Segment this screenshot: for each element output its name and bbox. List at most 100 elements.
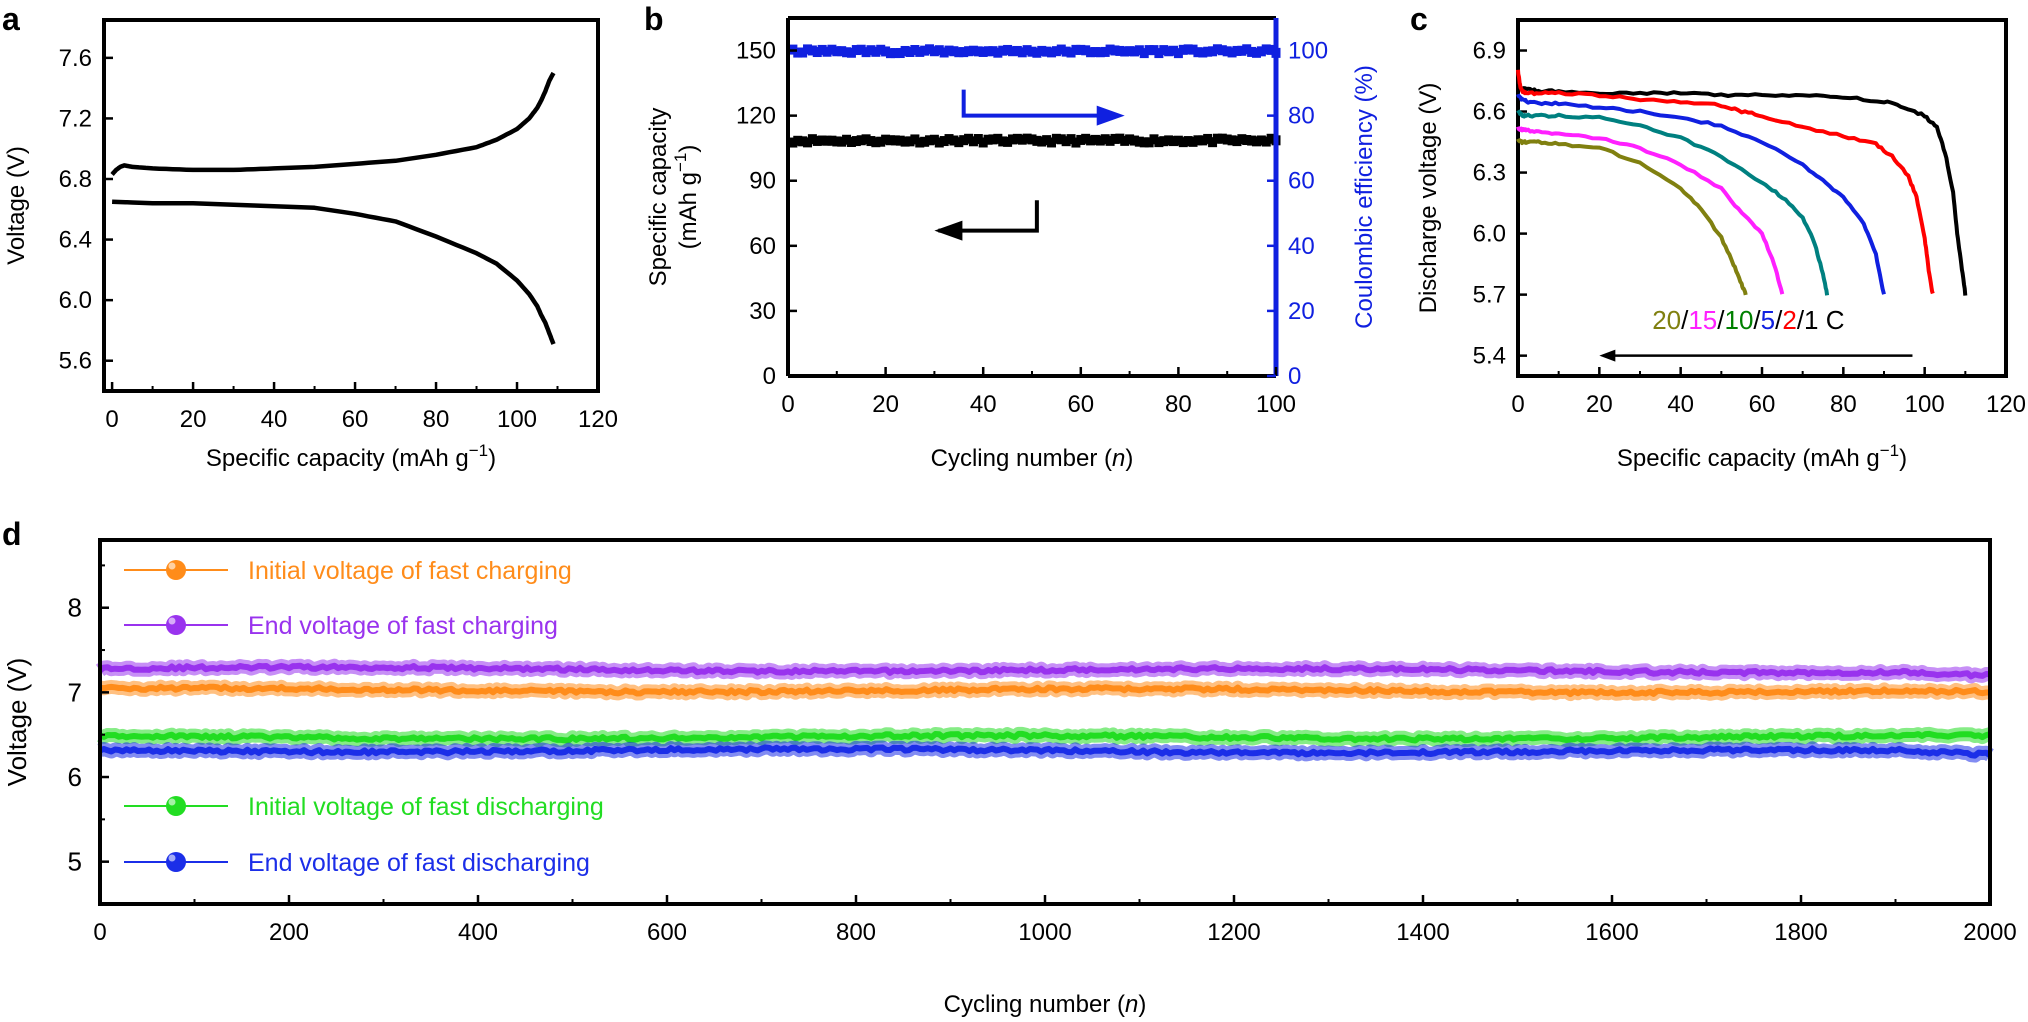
panel-b-point-capacity — [1188, 136, 1198, 147]
panel-b-point-capacity — [798, 136, 808, 147]
panel-c-rate-7: / — [1775, 305, 1783, 335]
panel-b-xlabel-text: Cycling number ( — [931, 445, 1112, 472]
panel-b-point-ce — [1212, 44, 1222, 55]
panel-c-xtick-label: 80 — [1830, 391, 1857, 418]
panel-b-point-capacity — [1217, 133, 1227, 144]
panel-d-legend-marker-0 — [166, 560, 186, 580]
panel-b-point-capacity — [1149, 134, 1159, 145]
panel-b-point-ce — [822, 46, 832, 57]
panel-b-point-ce — [1076, 44, 1086, 55]
panel-b-point-ce — [890, 48, 900, 59]
panel-b-point-capacity — [1081, 133, 1091, 144]
panel-b-point-ce — [1227, 47, 1237, 58]
panel-b-point-ce — [939, 47, 949, 58]
panel-a-chart: 0 20 40 60 80 100 120 5.6 6.0 6.4 6.8 7.2 7.6 Specifi… — [3, 18, 618, 472]
panel-b-point-capacity — [1125, 134, 1135, 145]
panel-b-point-ce — [807, 45, 817, 56]
panel-b-point-ce — [1154, 48, 1164, 59]
panel-c-ytick-label: 6.0 — [1473, 221, 1506, 248]
panel-c-xtick-label: 40 — [1667, 391, 1694, 418]
panel-b-point-capacity — [988, 134, 998, 145]
panel-a-xtick-label: 60 — [342, 406, 369, 433]
panel-b-point-capacity — [1134, 136, 1144, 147]
panel-b-point-ce — [915, 46, 925, 57]
panel-b-point-ce — [1037, 45, 1047, 56]
panel-b-point-capacity — [846, 136, 856, 147]
panel-b-point-capacity — [905, 136, 915, 147]
panel-d-line-3 — [98, 744, 1992, 759]
panel-b-point-ce — [871, 46, 881, 57]
panel-b-point-capacity — [1164, 135, 1174, 146]
panel-b-ytick-label: 150 — [736, 38, 776, 65]
panel-a-ytick-label: 6.0 — [59, 287, 92, 314]
panel-b-point-ce — [1012, 45, 1022, 56]
panel-b-point-ce — [993, 47, 1003, 58]
panel-b-point-capacity — [920, 136, 930, 147]
panel-b-point-capacity — [1183, 136, 1193, 147]
panel-b-point-capacity — [983, 134, 993, 145]
panel-b-point-ce — [929, 46, 939, 57]
panel-b-point-ce — [1042, 46, 1052, 57]
panel-b-point-capacity — [910, 134, 920, 145]
panel-c-rate-0: 20 — [1652, 305, 1681, 335]
panel-c-xlabel-superscript: −1 — [1880, 441, 1899, 460]
panel-b-xtick-label: 80 — [1165, 391, 1192, 418]
panel-c-line-20C — [1516, 138, 1748, 296]
panel-b-point-capacity — [959, 135, 969, 146]
panel-b-point-ce — [1061, 46, 1071, 57]
panel-b-xlabel: Cycling number (n) — [931, 445, 1134, 472]
panel-b-point-capacity — [881, 134, 891, 145]
panel-c-xtick-label: 100 — [1905, 391, 1945, 418]
panel-d-chart: 0 200 400 600 800 1000 1200 1400 1600 1800 2000 5 6 7… — [2, 538, 2017, 1018]
panel-b-point-ce — [1047, 47, 1057, 58]
panel-b-point-capacity — [1144, 137, 1154, 148]
panel-d-ytick-label: 6 — [68, 762, 82, 792]
panel-b-point-capacity — [964, 133, 974, 144]
panel-b-point-ce — [837, 46, 847, 57]
panel-c-rate-label: 20/15/10/5/2/1 C — [1652, 305, 1844, 335]
panel-c-line-15C — [1516, 126, 1785, 295]
panel-d-legend-label-0: Initial voltage of fast charging — [248, 557, 572, 585]
panel-b-point-capacity — [793, 135, 803, 146]
panel-b-ylabel-line1: Specific capacity — [645, 108, 672, 287]
panel-a-ytick-label: 5.6 — [59, 348, 92, 375]
panel-b-point-capacity — [1242, 135, 1252, 146]
panel-b-point-ce — [920, 45, 930, 56]
panel-b-point-capacity — [1169, 136, 1179, 147]
panel-b-point-capacity — [944, 134, 954, 145]
panel-c-rate-1: / — [1681, 305, 1689, 335]
panel-b-point-ce — [998, 45, 1008, 56]
panel-b-point-capacity — [1027, 134, 1037, 145]
panel-b-point-ce — [827, 44, 837, 55]
panel-b-point-ce — [1056, 44, 1066, 55]
panel-b-point-capacity — [1047, 137, 1057, 148]
panel-c-ytick-label: 5.7 — [1473, 282, 1506, 309]
panel-b-point-capacity — [1017, 134, 1027, 145]
panel-a-xlabel: Specific capacity (mAh g−1) — [206, 441, 496, 472]
panel-d-line-1 — [99, 683, 1990, 698]
panel-b-point-ce — [1003, 44, 1013, 55]
panel-b-point-ce — [1032, 47, 1042, 58]
panel-b-point-capacity — [993, 133, 1003, 144]
panel-b-point-capacity — [1066, 134, 1076, 145]
panel-b-point-capacity — [1208, 137, 1218, 148]
panel-b-point-capacity — [968, 136, 978, 147]
panel-b-point-ce — [1232, 45, 1242, 56]
panel-b-point-ce — [1251, 47, 1261, 58]
panel-b-point-ce — [959, 47, 969, 58]
panel-b-point-ce — [1237, 45, 1247, 56]
panel-b-point-ce — [856, 44, 866, 55]
panel-d-xtick-label: 1200 — [1207, 919, 1260, 946]
panel-b-point-ce — [910, 44, 920, 55]
panel-d-legend-marker-1 — [166, 615, 186, 635]
panel-d-xlabel: Cycling number (n) — [944, 991, 1147, 1018]
panel-b-point-ce — [983, 46, 993, 57]
panel-b-xlabel-italic: n — [1112, 445, 1125, 472]
panel-b-point-capacity — [1139, 137, 1149, 148]
panel-label-a: a — [2, 1, 20, 37]
panel-b-point-ce — [1120, 46, 1130, 57]
panel-b-ytick-label: 0 — [763, 363, 776, 390]
panel-b-point-ce — [885, 48, 895, 59]
panel-b-ytick-label: 120 — [736, 103, 776, 130]
panel-b-point-capacity — [895, 135, 905, 146]
